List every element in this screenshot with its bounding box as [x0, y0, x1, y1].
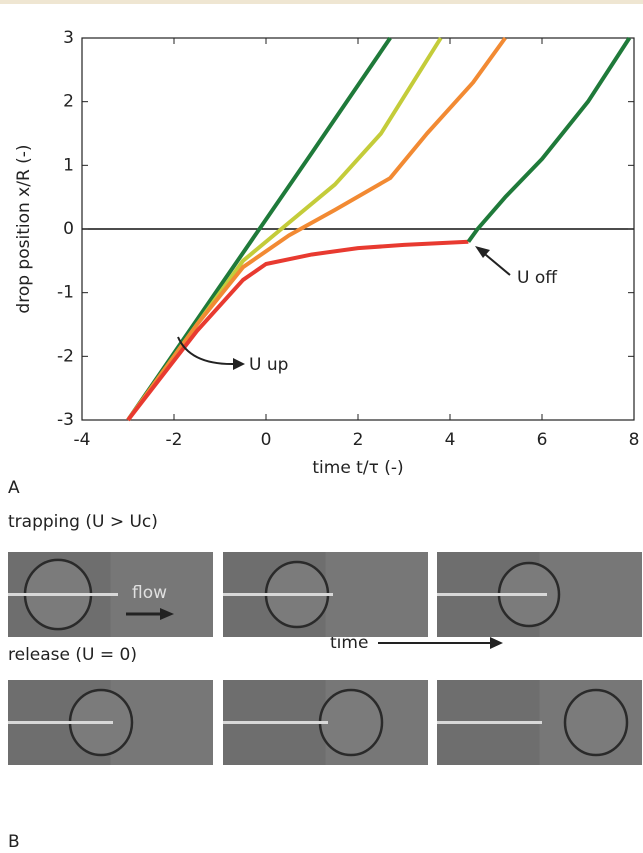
annotation-arrow-head	[475, 246, 490, 258]
drop	[563, 688, 629, 757]
series-line	[126, 239, 469, 422]
flow-arrow-head	[160, 608, 174, 620]
annotation: U off	[517, 268, 558, 288]
x-tick-label: 6	[537, 430, 548, 450]
top-strip	[0, 0, 643, 4]
flow-label: flow	[132, 583, 167, 603]
row-label: release (U = 0)	[8, 645, 137, 665]
series-line	[126, 36, 507, 422]
photo-shade	[110, 552, 213, 637]
y-tick-label: -3	[57, 410, 74, 430]
annotation: U up	[249, 355, 288, 375]
x-tick-label: 2	[353, 430, 364, 450]
annotation-arrow-head	[233, 358, 245, 370]
panel-label: A	[8, 478, 20, 498]
photos	[8, 552, 642, 765]
x-tick-label: 0	[261, 430, 272, 450]
y-axis-label: drop position x/R (-)	[14, 144, 34, 313]
time-label: time	[330, 633, 368, 653]
time-arrow-head	[490, 637, 503, 649]
y-tick-label: 1	[63, 155, 74, 175]
x-tick-label: -4	[74, 430, 91, 450]
series-line	[466, 36, 632, 243]
plot: -4 -2 0 2 4 6 8 -3 -2 -1 0 1 2 3 time t/τ (-) drop posi…	[14, 28, 639, 478]
y-tick-label: -2	[57, 346, 74, 366]
y-tick-label: -1	[57, 283, 74, 303]
x-tick-label: 4	[445, 430, 456, 450]
y-tick-label: 3	[63, 28, 74, 48]
y-tick-label: 2	[63, 92, 74, 112]
x-tick-label: -2	[166, 430, 183, 450]
drop	[318, 688, 384, 757]
photo-shade	[325, 552, 428, 637]
x-axis-label: time t/τ (-)	[312, 458, 403, 478]
x-tick-label: 8	[629, 430, 640, 450]
row-label: trapping (U > Uc)	[8, 512, 158, 532]
panel-label: B	[8, 832, 20, 852]
y-tick-label: 0	[63, 219, 74, 239]
annotation-arrow	[177, 336, 236, 366]
